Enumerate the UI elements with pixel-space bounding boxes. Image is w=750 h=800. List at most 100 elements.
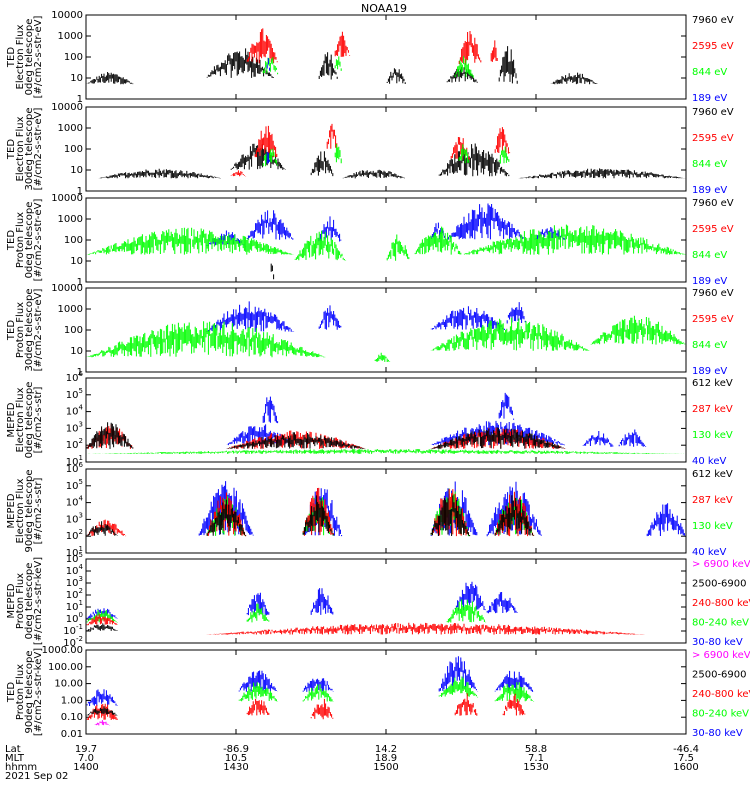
series-trace [430,427,567,449]
series-trace [342,169,407,179]
legend-entry: 7960 eV [692,198,734,209]
y-axis-label: Electron Flux [15,116,26,181]
y-tick-label: 1000.00 [42,645,83,656]
y-axis-label: Electron Flux [15,387,26,452]
y-axis-label: [#/cm2-s-str-eV] [33,108,44,191]
y-axis-label: 0deg telescope [24,19,35,96]
legend-entry: 844 eV [692,250,727,261]
y-tick-label: 1000 [58,304,83,315]
series-2500-6900 [86,623,118,631]
y-tick-label: 10000 [51,283,83,294]
series-trace [266,152,271,164]
series-trace [502,693,526,716]
y-tick-label: 102 [66,528,83,542]
series-trace [518,168,686,179]
series-40-kev [226,392,647,447]
series-2595-ev [246,28,498,65]
series-trace [86,614,118,626]
series-trace [454,581,486,611]
y-tick-label: 10 [70,165,83,176]
y-axis-label: 90deg telescope [24,469,35,552]
x-tick-label: -46.4 [673,744,699,755]
legend-entry: > 6900 keV [692,559,750,570]
legend-entry: 7960 eV [692,15,734,26]
series-trace [334,144,342,164]
y-axis-label: Electron Flux [15,478,26,543]
series-trace [230,170,247,177]
x-tick-label: 1500 [373,762,398,773]
series-trace [454,56,474,78]
legend-entry: 287 keV [692,495,733,506]
panel-frame [85,14,687,100]
series-7960-ev [270,263,275,280]
series-612-kev [86,495,535,537]
x-tick-label: 18.9 [375,753,397,764]
series-trace [498,392,515,420]
legend-entry: 2595 eV [692,41,734,52]
y-tick-label: 104 [66,404,84,418]
legend-entry: 40 keV [692,547,726,558]
series-7960-ev [98,143,686,179]
series-trace [226,432,366,449]
legend-entry: 844 eV [692,159,727,170]
panel-frame [85,468,687,554]
y-tick-label: 10 [70,346,83,357]
series-trace [318,52,338,80]
series--6900-kev [94,720,111,726]
y-axis-label: [#/cm2-s-str-keV] [33,557,44,645]
series-trace [310,151,334,177]
series-trace [334,31,351,57]
series-189-ev [206,301,526,332]
series-trace [310,698,334,720]
series-trace [86,72,134,85]
legend-entry: 130 keV [692,430,733,441]
y-tick-label: 105 [66,387,83,401]
legend-entry: 40 keV [692,456,726,467]
legend-entry: > 6900 keV [692,650,750,661]
series-trace [550,72,598,85]
y-tick-label: 100 [64,52,83,63]
y-tick-label: 10000 [51,102,83,113]
series-trace [582,431,614,447]
y-tick-label: 1 [77,186,83,197]
y-tick-label: 103 [66,511,83,525]
panel-8: 0.01 0.10 1.00 10.00 100.00 1000.00 TEDProton … [6,645,750,740]
legend-entry: 240-800 keV [692,598,750,609]
legend-entry: 130 keV [692,521,733,532]
legend-entry: 7960 eV [692,107,734,118]
y-tick-label: 10 [70,256,83,267]
legend-entry: 844 eV [692,67,727,78]
series-trace [498,46,518,84]
y-axis-label: 90deg telescope [24,650,35,733]
y-tick-label: 10 [70,73,83,84]
series-80-240-kev [86,599,487,623]
series-trace [310,588,334,615]
series-trace [494,127,511,154]
series-trace [302,495,334,536]
y-axis-label: [#/cm2-s-str] [33,477,44,544]
series-trace [438,676,479,698]
series-trace [87,449,685,454]
legend-entry: 612 keV [692,469,733,480]
series-189-ev [266,58,271,71]
x-tick-label: 14.2 [375,744,397,755]
y-tick-label: 1 [77,277,83,288]
series-30-80-kev [86,656,535,706]
series-trace [98,168,221,179]
y-axis-label: TED [6,320,17,341]
panel-frame [85,649,687,735]
y-axis-label: MEPED [6,493,17,528]
series-844-ev [86,224,686,261]
legend-entry: 2595 eV [692,133,734,144]
panels: 1 10 100 1000 10000 TED Electron Flux 0deg tele… [6,10,750,740]
y-tick-label: 100 [64,235,83,246]
series-trace [246,603,270,623]
series-trace [262,396,279,424]
y-tick-label: 1000 [58,123,83,134]
legend-entry: 2595 eV [692,314,734,325]
legend-entry: 80-240 keV [692,618,749,629]
figure-title: NOAA19 [361,2,407,15]
series-2595-ev [230,123,511,177]
series-trace [386,68,406,84]
